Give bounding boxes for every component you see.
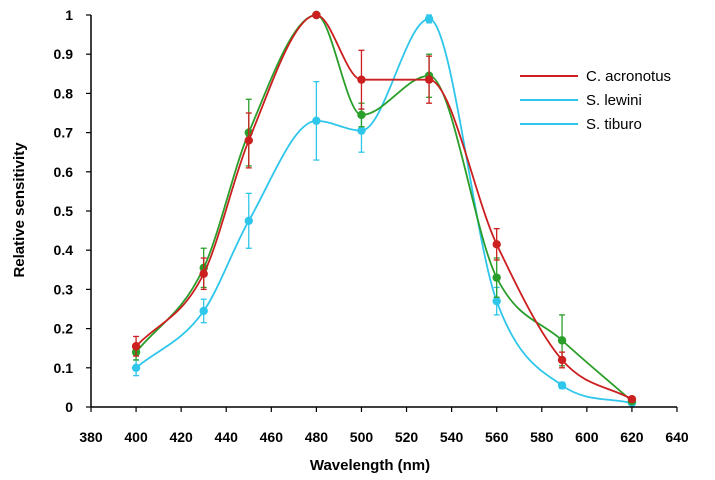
data-point (492, 240, 501, 249)
y-axis-title: Relative sensitivity (11, 142, 28, 278)
data-point (131, 363, 141, 372)
y-tick-label: 1 (65, 7, 73, 23)
data-point (131, 342, 141, 351)
x-tick-label: 500 (350, 429, 374, 445)
series-s-tiburo (131, 10, 637, 406)
y-tick-label: 0.9 (54, 46, 74, 62)
y-tick-label: 0 (65, 399, 73, 415)
y-tick-label: 0.7 (54, 125, 74, 141)
x-tick-label: 420 (169, 429, 193, 445)
x-tick-label: 400 (124, 429, 148, 445)
y-tick-label: 0.3 (54, 281, 74, 297)
data-point (357, 126, 366, 135)
y-tick-label: 0.2 (54, 321, 74, 337)
series-line-c-acronotus (135, 14, 633, 400)
x-tick-label: 600 (575, 429, 599, 445)
data-point (244, 136, 253, 145)
data-point (312, 116, 321, 126)
data-point (244, 216, 253, 225)
data-point (492, 296, 501, 306)
series-line-s-tiburo (135, 14, 633, 402)
data-point (199, 269, 208, 278)
data-point (627, 394, 637, 404)
y-tick-label: 0.6 (54, 164, 74, 180)
legend-label: S. lewini (586, 92, 642, 109)
data-point (357, 75, 366, 84)
x-tick-label: 580 (530, 429, 554, 445)
y-axis-ticks: 0 0.1 0.2 0.3 0.4 0.5 0.6 0.7 0.8 0.9 1 (54, 7, 91, 415)
data-point (312, 10, 321, 20)
x-axis-ticks: 380 400 420 440 460 480 500 520 540 560 580 600 620 6… (79, 407, 689, 445)
x-tick-label: 640 (665, 429, 689, 445)
x-tick-label: 560 (485, 429, 509, 445)
data-point (557, 381, 567, 390)
legend-label: C. acronotus (586, 68, 671, 85)
series-c-acronotus (131, 10, 637, 404)
y-tick-label: 0.1 (54, 360, 74, 376)
x-tick-label: 480 (305, 429, 329, 445)
y-tick-label: 0.8 (54, 85, 74, 101)
x-axis-title: Wavelength (nm) (310, 457, 430, 474)
legend: C. acronotus S. lewini S. tiburo (520, 68, 671, 133)
x-tick-label: 620 (620, 429, 644, 445)
data-point (557, 355, 567, 365)
legend-label: S. tiburo (586, 116, 642, 133)
data-point (424, 75, 434, 84)
data-point (557, 336, 567, 345)
y-tick-label: 0.4 (54, 242, 74, 258)
plot-area (131, 10, 637, 408)
x-tick-label: 380 (79, 429, 103, 445)
x-tick-label: 440 (215, 429, 239, 445)
x-tick-label: 520 (395, 429, 419, 445)
data-point (492, 273, 501, 282)
series-s-lewini (131, 14, 637, 408)
x-tick-label: 540 (440, 429, 464, 445)
y-tick-label: 0.5 (54, 203, 74, 219)
x-tick-label: 460 (260, 429, 284, 445)
data-point (424, 14, 434, 24)
data-point (199, 306, 208, 316)
data-point (357, 110, 366, 120)
